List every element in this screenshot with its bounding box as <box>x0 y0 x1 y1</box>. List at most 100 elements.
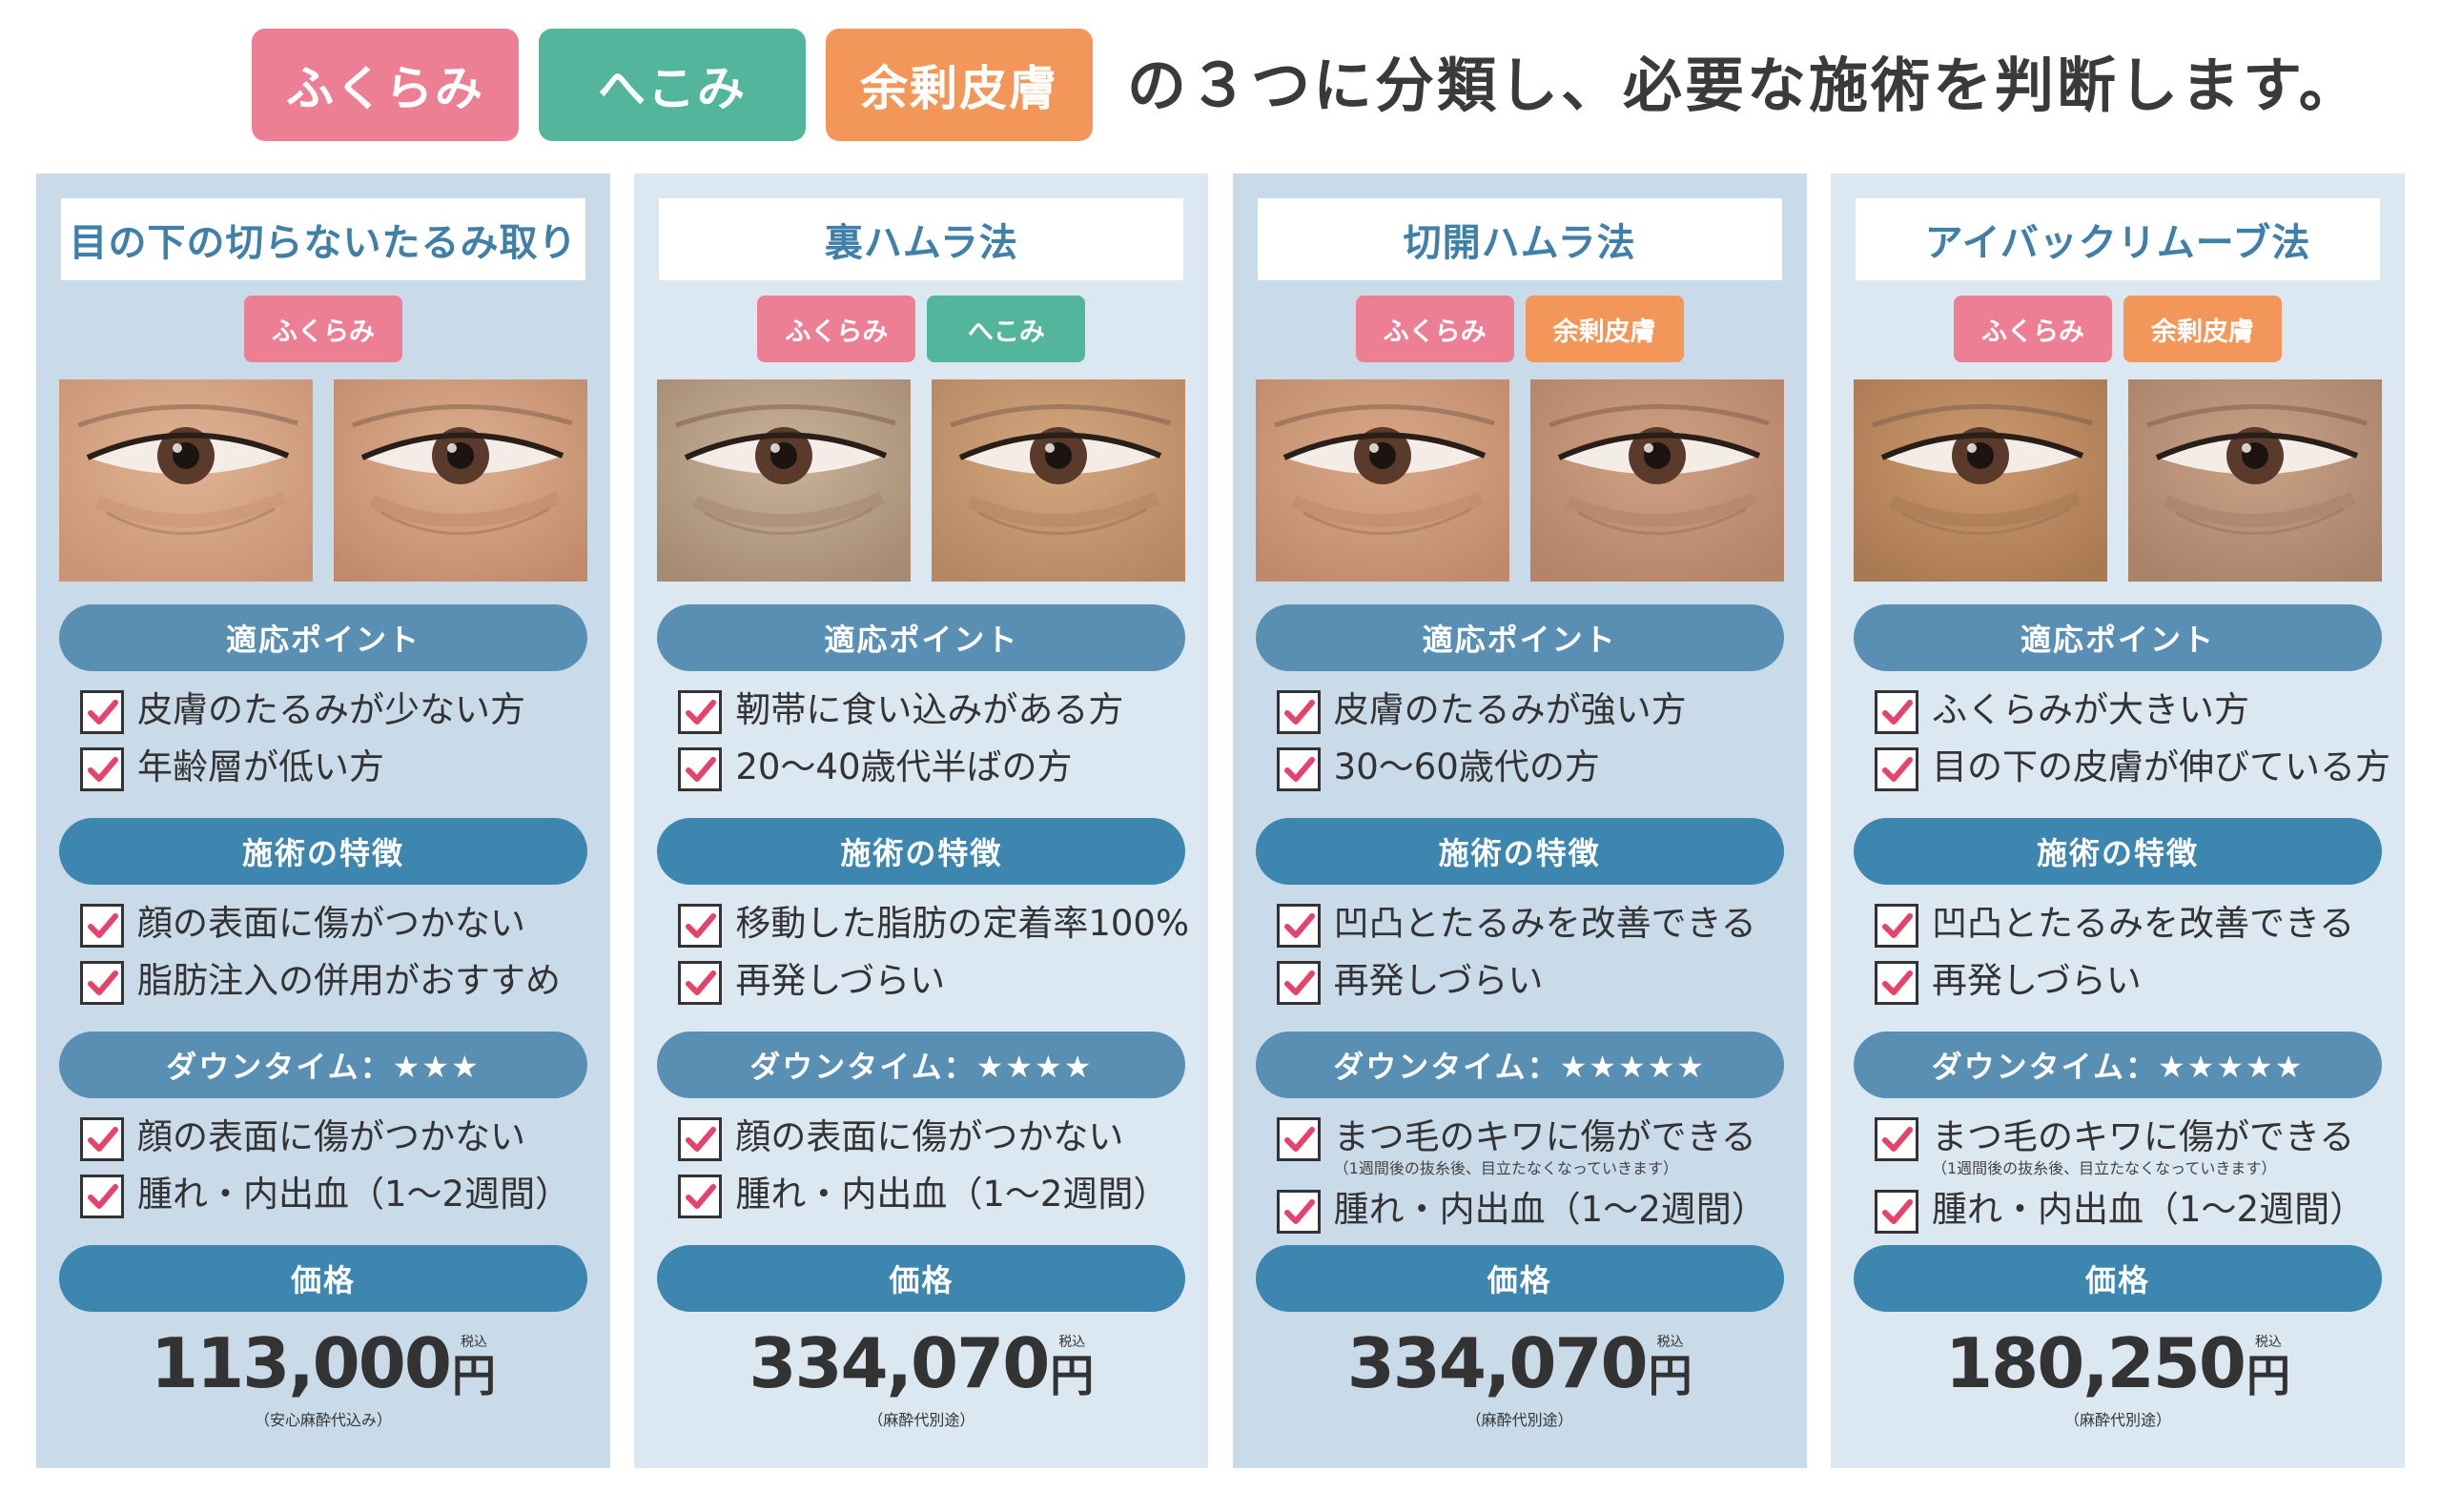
features-header: 施術の特徴 <box>1255 818 1784 885</box>
before-after-photos <box>1853 379 2382 582</box>
list-item-text: 年齢層が低い方 <box>137 746 384 787</box>
card-tag: ふくらみ <box>1953 296 2112 362</box>
before-photo <box>1255 379 1509 582</box>
card-title: 切開ハムラ法 <box>1257 198 1782 280</box>
checkbox-icon <box>80 690 124 734</box>
list-item: 年齢層が低い方 <box>80 746 587 803</box>
price-header: 価格 <box>1255 1245 1784 1312</box>
card-tag: 余剰皮膚 <box>2123 296 2282 362</box>
treatment-card: 裏ハムラ法 ふくらみ へこみ 適応ポイント 靭帯に食い込みがある方 20〜4 <box>634 174 1209 1468</box>
tax-included-label: 税込 <box>1058 1335 1086 1350</box>
list-item: 腫れ・内出血（1〜2週間） <box>678 1173 1185 1230</box>
tax-included-label: 税込 <box>2254 1335 2282 1350</box>
card-tag: ふくらみ <box>244 296 402 362</box>
price-note: （麻酔代別途） <box>1466 1411 1573 1429</box>
indication-header: 適応ポイント <box>59 604 587 671</box>
list-item: 移動した脂肪の定着率100% <box>678 902 1189 959</box>
checkbox-icon <box>1874 1117 1918 1161</box>
price-amount: 334,070 <box>749 1323 1050 1403</box>
price-header: 価格 <box>59 1245 587 1312</box>
checkbox-icon <box>1276 904 1321 948</box>
price-section: 価格 334,070 税込 円 （麻酔代別途） <box>657 1245 1186 1430</box>
checkbox-icon <box>1874 747 1918 791</box>
indication-header: 適応ポイント <box>1853 604 2382 671</box>
card-tags: ふくらみ 余剰皮膚 <box>1854 296 2382 364</box>
price-section: 価格 334,070 税込 円 （麻酔代別途） <box>1255 1245 1784 1430</box>
card-title: 目の下の切らないたるみ取り <box>61 198 585 280</box>
checkbox-icon <box>80 1117 124 1161</box>
list-item-text: 皮膚のたるみが強い方 <box>1333 689 1687 730</box>
tax-included-label: 税込 <box>460 1335 487 1350</box>
checkbox-icon <box>678 690 723 734</box>
checkbox-icon <box>1874 904 1918 948</box>
list-item: 皮膚のたるみが少ない方 <box>80 688 587 746</box>
list-item: 再発しづらい <box>678 959 1185 1016</box>
tax-included-label: 税込 <box>1656 1335 1684 1350</box>
yen-unit: 円 <box>1050 1350 1095 1401</box>
features-list: 移動した脂肪の定着率100% 再発しづらい <box>657 885 1189 1016</box>
indication-list: 靭帯に食い込みがある方 20〜40歳代半ばの方 <box>657 671 1185 803</box>
downtime-list: まつ毛のキワに傷ができる （1週間後の抜糸後、目立たなくなっていきます） 腫れ・… <box>1854 1098 2382 1245</box>
card-tags: ふくらみ <box>59 296 587 364</box>
price-note: （安心麻酔代込み） <box>254 1411 392 1429</box>
indication-header: 適応ポイント <box>1255 604 1784 671</box>
treatment-card: アイバックリムーブ法 ふくらみ 余剰皮膚 適応ポイント ふくらみが大きい方 <box>1830 174 2405 1468</box>
features-header: 施術の特徴 <box>59 818 587 885</box>
list-item-text: 顔の表面に傷がつかない <box>735 1116 1124 1157</box>
checkbox-icon <box>1276 961 1321 1005</box>
list-item: 脂肪注入の併用がおすすめ <box>80 959 587 1016</box>
list-item: 靭帯に食い込みがある方 <box>678 688 1185 746</box>
downtime-header: ダウンタイム：★★★★★ <box>1255 1032 1784 1098</box>
card-tags: ふくらみ 余剰皮膚 <box>1256 296 1784 364</box>
after-photo <box>334 379 587 582</box>
price: 334,070 税込 円 <box>657 1325 1185 1401</box>
list-item-text: 再発しづらい <box>1931 960 2142 1001</box>
price-note: （麻酔代別途） <box>2063 1411 2171 1429</box>
price: 334,070 税込 円 <box>1256 1325 1784 1401</box>
checkbox-icon <box>80 747 124 791</box>
before-photo <box>657 379 912 582</box>
list-item-text: 腫れ・内出血（1〜2週間） <box>137 1174 571 1215</box>
downtime-header: ダウンタイム：★★★★ <box>657 1032 1186 1098</box>
list-item-text: 腫れ・内出血（1〜2週間） <box>1931 1189 2366 1230</box>
list-item-text: 30〜60歳代の方 <box>1333 746 1600 787</box>
price: 113,000 税込 円 <box>59 1325 587 1401</box>
list-item-text: 腫れ・内出血（1〜2週間） <box>1333 1189 1767 1230</box>
downtime-list: 顔の表面に傷がつかない 腫れ・内出血（1〜2週間） <box>657 1098 1185 1230</box>
list-item: 顔の表面に傷がつかない <box>80 1115 587 1173</box>
price-amount: 334,070 <box>1346 1323 1649 1403</box>
list-item: まつ毛のキワに傷ができる （1週間後の抜糸後、目立たなくなっていきます） <box>1276 1115 1784 1188</box>
list-item-text: 皮膚のたるみが少ない方 <box>137 689 525 730</box>
list-item: 凹凸とたるみを改善できる <box>1276 902 1784 959</box>
after-photo <box>932 379 1186 582</box>
list-item: まつ毛のキワに傷ができる （1週間後の抜糸後、目立たなくなっていきます） <box>1874 1115 2382 1188</box>
category-tag-excess-skin: 余剰皮膚 <box>826 29 1093 141</box>
treatment-cards: 目の下の切らないたるみ取りふくらみ 適応ポイント 皮膚のたるみが少ない方 <box>36 174 2405 1468</box>
yen-unit: 円 <box>451 1350 496 1401</box>
price: 180,250 税込 円 <box>1854 1325 2382 1401</box>
list-item: 20〜40歳代半ばの方 <box>678 746 1185 803</box>
header: ふくらみ へこみ 余剰皮膚 の３つに分類し、必要な施術を判断します。 <box>0 0 2441 172</box>
after-photo <box>1529 379 1784 582</box>
price-amount: 180,250 <box>1945 1323 2246 1403</box>
before-after-photos <box>657 379 1186 582</box>
list-item-text: 顔の表面に傷がつかない <box>137 1116 525 1157</box>
category-tag-bulge: ふくらみ <box>252 29 519 141</box>
list-item-text: 20〜40歳代半ばの方 <box>735 746 1073 787</box>
list-item: ふくらみが大きい方 <box>1874 688 2382 746</box>
list-item: 再発しづらい <box>1874 959 2382 1016</box>
checkbox-icon <box>80 961 124 1005</box>
list-item-text: 脂肪注入の併用がおすすめ <box>137 960 561 1001</box>
yen-unit: 円 <box>2246 1350 2290 1401</box>
before-photo <box>59 379 313 582</box>
list-item: 顔の表面に傷がつかない <box>80 902 587 959</box>
list-item: 皮膚のたるみが強い方 <box>1276 688 1784 746</box>
list-item-text: 移動した脂肪の定着率100% <box>735 903 1190 944</box>
list-item-text: 凹凸とたるみを改善できる <box>1931 903 2355 944</box>
features-list: 凹凸とたるみを改善できる 再発しづらい <box>1256 885 1784 1016</box>
indication-header: 適応ポイント <box>657 604 1186 671</box>
checkbox-icon <box>1874 690 1918 734</box>
list-item-text: 顔の表面に傷がつかない <box>137 903 525 944</box>
features-header: 施術の特徴 <box>1853 818 2382 885</box>
indication-list: ふくらみが大きい方 目の下の皮膚が伸びている方 <box>1854 671 2390 803</box>
